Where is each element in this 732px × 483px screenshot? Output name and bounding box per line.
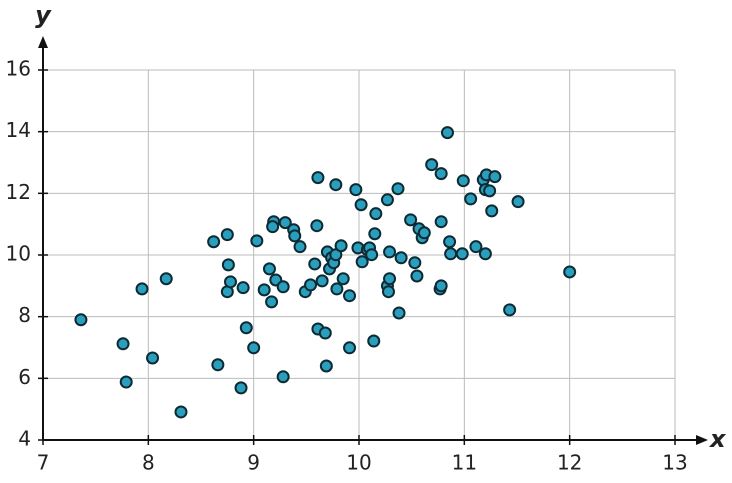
x-axis-arrow	[696, 435, 708, 445]
point	[563, 265, 577, 279]
point	[119, 375, 133, 389]
point	[288, 229, 302, 243]
point	[146, 351, 160, 365]
point	[349, 183, 363, 197]
point	[368, 227, 382, 241]
x-axis-title: x	[709, 425, 727, 453]
point	[308, 257, 322, 271]
point	[315, 274, 329, 288]
point	[434, 167, 448, 181]
point	[455, 247, 469, 261]
point	[174, 405, 188, 419]
point	[369, 207, 383, 221]
point	[221, 258, 235, 272]
y-tick-label: 6	[18, 365, 31, 389]
point	[410, 269, 424, 283]
point	[434, 215, 448, 229]
point	[262, 262, 276, 276]
point	[211, 358, 225, 372]
x-tick-label: 11	[452, 451, 477, 475]
point	[343, 341, 357, 355]
point	[343, 289, 357, 303]
point	[464, 192, 478, 206]
x-tick-label: 8	[142, 451, 155, 475]
point	[434, 279, 448, 293]
point	[394, 251, 408, 265]
x-tick-label: 12	[557, 451, 582, 475]
point	[391, 182, 405, 196]
point	[311, 171, 325, 185]
point	[207, 235, 221, 249]
point	[250, 234, 264, 248]
point	[392, 306, 406, 320]
point	[74, 313, 88, 327]
point	[220, 228, 234, 242]
point	[257, 283, 271, 297]
point	[483, 184, 497, 198]
y-tick-label: 12	[6, 180, 31, 204]
point	[365, 248, 379, 262]
point	[318, 326, 332, 340]
y-tick-label: 4	[18, 427, 31, 451]
point	[159, 272, 173, 286]
point	[265, 295, 279, 309]
point	[417, 226, 431, 240]
point	[266, 220, 280, 234]
point	[456, 174, 470, 188]
point	[383, 272, 397, 286]
point	[380, 193, 394, 207]
point	[330, 282, 344, 296]
point	[511, 195, 525, 209]
point	[276, 280, 290, 294]
point	[488, 170, 502, 184]
y-axis-arrow	[38, 36, 48, 48]
point	[336, 272, 350, 286]
point	[478, 247, 492, 261]
point	[329, 178, 343, 192]
point	[247, 341, 261, 355]
point	[425, 158, 439, 172]
y-tick-label: 16	[6, 57, 31, 81]
point	[310, 219, 324, 233]
point	[223, 275, 237, 289]
x-tick-label: 10	[346, 451, 371, 475]
point	[236, 281, 250, 295]
point	[354, 198, 368, 212]
point	[355, 255, 369, 269]
point	[367, 334, 381, 348]
point	[116, 337, 130, 351]
y-tick-label: 8	[18, 303, 31, 327]
x-tick-label: 9	[247, 451, 260, 475]
point	[135, 282, 149, 296]
point	[381, 285, 395, 299]
y-tick-label: 10	[6, 242, 31, 266]
x-tick-label: 13	[662, 451, 687, 475]
x-tick-label: 7	[37, 451, 50, 475]
point	[319, 359, 333, 373]
point	[443, 235, 457, 249]
point	[276, 370, 290, 384]
y-tick-label: 14	[6, 118, 31, 142]
y-axis-title: y	[35, 1, 52, 29]
point	[485, 204, 499, 218]
point	[383, 245, 397, 259]
point	[469, 240, 483, 254]
point	[503, 303, 517, 317]
point	[278, 216, 292, 230]
point	[444, 247, 458, 261]
point	[304, 278, 318, 292]
point	[234, 381, 248, 395]
point	[334, 239, 348, 253]
point	[239, 321, 253, 335]
point	[440, 126, 454, 140]
point	[408, 256, 422, 270]
point	[293, 240, 307, 254]
point	[404, 213, 418, 227]
